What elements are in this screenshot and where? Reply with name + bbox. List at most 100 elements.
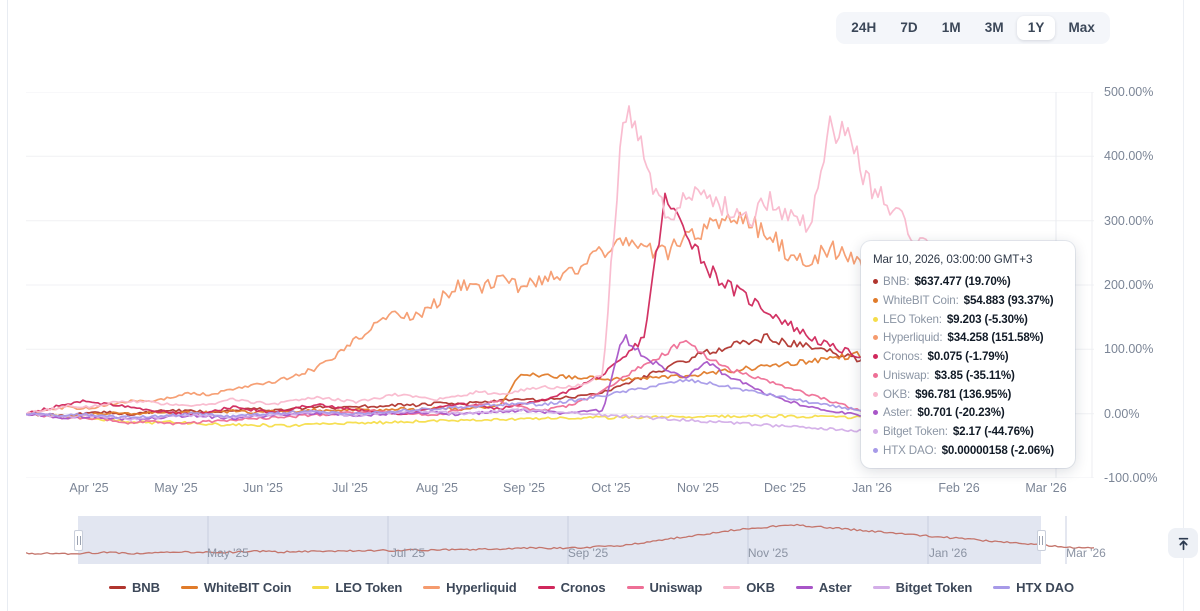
tooltip-date: Mar 10, 2026, 03:00:00 GMT+3 bbox=[873, 253, 1033, 266]
tooltip-row: Bitget Token: $2.17 (-44.76%) bbox=[873, 426, 1063, 438]
series-color-dot-icon bbox=[873, 316, 878, 322]
navigator-sparkline bbox=[25, 516, 1095, 569]
legend-color-line-icon bbox=[993, 585, 1011, 589]
legend-item-bnb[interactable]: BNB bbox=[109, 580, 160, 595]
scroll-to-top-button[interactable] bbox=[1168, 528, 1198, 558]
y-axis-tick-label: 500.00% bbox=[1104, 85, 1154, 99]
tooltip-series-value: $2.17 (-44.76%) bbox=[952, 425, 1034, 439]
x-axis-tick-label: Aug '25 bbox=[415, 481, 459, 495]
tooltip-series-name: HTX DAO: bbox=[883, 444, 937, 458]
chart-legend[interactable]: BNB WhiteBIT Coin LEO Token Hyperliquid Cron… bbox=[0, 575, 1183, 599]
tooltip-series-value: $0.701 (-20.23%) bbox=[917, 406, 1005, 420]
legend-color-line-icon bbox=[626, 585, 644, 589]
tooltip-series-value: $54.883 (93.37%) bbox=[963, 293, 1054, 307]
navigator-handle-left[interactable] bbox=[74, 530, 84, 551]
tooltip-series-value: $9.203 (-5.30%) bbox=[946, 312, 1028, 326]
tooltip-series-name: Bitget Token: bbox=[883, 425, 948, 439]
tooltip-series-list: BNB: $637.477 (19.70%) WhiteBIT Coin: $54.8… bbox=[873, 276, 1063, 457]
series-color-dot-icon bbox=[873, 279, 878, 284]
range-selector[interactable]: 24H 7D 1M 3M 1Y Max bbox=[836, 12, 1110, 44]
legend-color-line-icon bbox=[109, 585, 126, 589]
legend-item-whitebit-coin[interactable]: WhiteBIT Coin bbox=[180, 579, 292, 595]
x-axis-tick-label: Dec '25 bbox=[764, 481, 806, 495]
series-color-dot-icon bbox=[873, 354, 878, 360]
x-axis-tick-label: Nov '25 bbox=[677, 481, 719, 495]
legend-color-line-icon bbox=[312, 585, 330, 589]
legend-item-bitget-token[interactable]: Bitget Token bbox=[872, 579, 973, 595]
x-axis-tick-label: Oct '25 bbox=[591, 481, 631, 495]
range-button-1y[interactable]: 1Y bbox=[1016, 16, 1056, 40]
tooltip-series-value: $637.477 (19.70%) bbox=[914, 275, 1011, 288]
series-color-dot-icon bbox=[873, 335, 878, 341]
navigator-tick-label: May '25 bbox=[207, 546, 249, 560]
x-axis-tick-label: Apr '25 bbox=[69, 481, 109, 495]
tooltip-row: Hyperliquid: $34.258 (151.58%) bbox=[873, 332, 1063, 344]
tooltip-row: WhiteBIT Coin: $54.883 (93.37%) bbox=[873, 295, 1063, 307]
series-color-dot-icon bbox=[873, 297, 878, 303]
tooltip-row: Aster: $0.701 (-20.23%) bbox=[873, 407, 1063, 419]
right-rail-divider bbox=[1183, 0, 1184, 611]
tooltip-series-name: Hyperliquid: bbox=[883, 331, 943, 345]
legend-item-label: Bitget Token bbox=[895, 579, 973, 595]
legend-item-label: Aster bbox=[818, 579, 852, 595]
legend-item-hyperliquid[interactable]: Hyperliquid bbox=[423, 580, 517, 595]
y-axis-tick-label: 100.00% bbox=[1104, 342, 1154, 357]
y-axis-tick-label: 400.00% bbox=[1104, 149, 1154, 164]
y-axis-tick-label: 0.00% bbox=[1104, 406, 1140, 421]
series-color-dot-icon bbox=[873, 410, 878, 416]
legend-color-line-icon bbox=[723, 585, 741, 589]
arrow-up-to-line-icon bbox=[1178, 537, 1188, 550]
x-axis-tick-label: Jun '25 bbox=[243, 481, 283, 495]
tooltip-series-value: $3.85 (-35.11%) bbox=[934, 368, 1015, 382]
legend-color-line-icon bbox=[537, 585, 555, 589]
tooltip-series-name: Cronos: bbox=[883, 350, 923, 364]
range-button-1m[interactable]: 1M bbox=[931, 16, 972, 40]
legend-item-label: BNB bbox=[132, 579, 160, 595]
legend-item-leo-token[interactable]: LEO Token bbox=[312, 580, 402, 595]
series-color-dot-icon bbox=[873, 448, 878, 454]
range-button-24h[interactable]: 24H bbox=[840, 16, 887, 40]
tooltip-series-name: Uniswap: bbox=[883, 368, 930, 382]
y-axis-tick-label: 200.00% bbox=[1104, 278, 1154, 292]
legend-item-uniswap[interactable]: Uniswap bbox=[626, 580, 702, 595]
legend-item-label: LEO Token bbox=[335, 579, 403, 595]
legend-item-label: WhiteBIT Coin bbox=[203, 579, 292, 595]
legend-item-htx-dao[interactable]: HTX DAO bbox=[993, 580, 1074, 595]
legend-item-label: OKB bbox=[746, 579, 775, 595]
y-axis-tick-label: -100.00% bbox=[1104, 471, 1158, 485]
chart-tooltip: Mar 10, 2026, 03:00:00 GMT+3 BNB: $637.47… bbox=[861, 241, 1075, 468]
tooltip-series-name: OKB: bbox=[883, 387, 911, 401]
navigator-tick-label: Jul '25 bbox=[390, 546, 426, 560]
range-navigator[interactable]: May '25 Jul '25 Sep '25 Nov '25 Jan '26 Mar '… bbox=[25, 516, 1106, 564]
series-color-dot-icon bbox=[873, 372, 878, 378]
x-axis-tick-label: Feb '26 bbox=[938, 481, 980, 495]
tooltip-series-value: $0.075 (-1.79%) bbox=[927, 350, 1009, 364]
navigator-selected-range[interactable] bbox=[78, 516, 1041, 564]
x-axis: Apr '25 May '25 Jun '25 Jul '25 Aug '25 Sep '… bbox=[26, 481, 1094, 501]
series-color-dot-icon bbox=[873, 429, 878, 435]
navigator-handle-right[interactable] bbox=[1036, 530, 1046, 551]
tooltip-series-value: $34.258 (151.58%) bbox=[947, 331, 1044, 345]
x-axis-tick-label: Mar '26 bbox=[1025, 481, 1067, 495]
y-axis-tick-label: 300.00% bbox=[1104, 213, 1154, 228]
legend-color-line-icon bbox=[423, 585, 441, 589]
tooltip-row: HTX DAO: $0.00000158 (-2.06%) bbox=[873, 445, 1063, 457]
tooltip-row: Uniswap: $3.85 (-35.11%) bbox=[873, 370, 1063, 382]
navigator-tick-label: Jan '26 bbox=[928, 546, 968, 560]
range-button-3m[interactable]: 3M bbox=[974, 16, 1015, 40]
tooltip-series-name: Aster: bbox=[883, 406, 913, 420]
left-rail-divider bbox=[7, 0, 8, 611]
legend-item-aster[interactable]: Aster bbox=[795, 579, 852, 595]
range-button-7d[interactable]: 7D bbox=[889, 16, 928, 40]
tooltip-row: OKB: $96.781 (136.95%) bbox=[873, 389, 1063, 401]
range-button-max[interactable]: Max bbox=[1057, 16, 1106, 40]
tooltip-series-name: WhiteBIT Coin: bbox=[883, 293, 959, 307]
tooltip-series-name: BNB: bbox=[883, 275, 910, 288]
legend-item-label: HTX DAO bbox=[1016, 579, 1074, 595]
tooltip-row: Cronos: $0.075 (-1.79%) bbox=[873, 351, 1063, 363]
tooltip-row: BNB: $637.477 (19.70%) bbox=[873, 276, 1063, 288]
legend-item-cronos[interactable]: Cronos bbox=[537, 580, 606, 595]
x-axis-tick-label: Sep '25 bbox=[502, 481, 546, 495]
legend-item-okb[interactable]: OKB bbox=[723, 580, 775, 595]
x-axis-tick-label: Jul '25 bbox=[332, 481, 368, 495]
